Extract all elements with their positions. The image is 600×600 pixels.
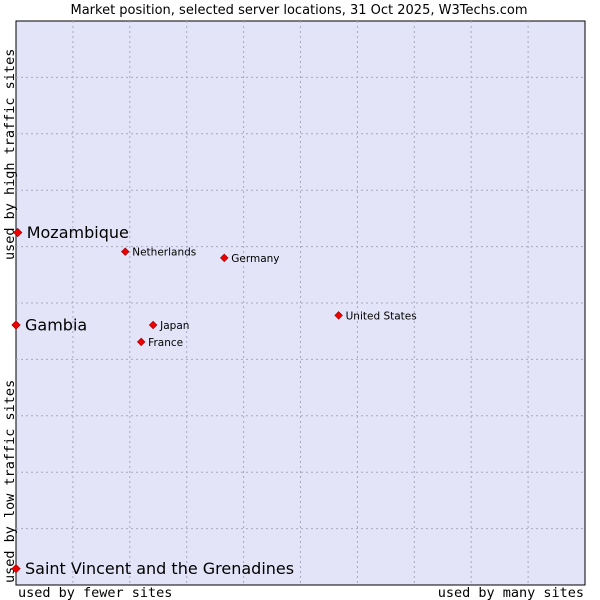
label-united-states: United States [346,310,417,322]
point-mozambique [13,227,23,238]
label-germany: Germany [231,253,279,265]
chart-title: Market position, selected server locatio… [70,3,527,18]
label-saint-vincent-and-the-grenadines: Saint Vincent and the Grenadines [25,559,294,578]
label-gambia: Gambia [25,315,87,334]
data-points: Mozambique Gambia Saint Vincent and the Gr… [11,223,417,578]
point-gambia [11,320,21,330]
y-axis-label-bottom: used by low traffic sites [2,380,18,583]
x-axis-label-right: used by many sites [438,585,584,600]
point-germany [220,253,229,263]
point-united-states [334,311,343,320]
x-axis-label-left: used by fewer sites [18,585,172,600]
label-japan: Japan [159,320,189,332]
label-france: France [148,337,183,349]
point-saint-vincent-and-the-grenadines [11,564,21,574]
label-mozambique: Mozambique [27,223,129,242]
point-netherlands [121,247,130,256]
point-france [136,337,146,347]
label-netherlands: Netherlands [132,247,196,259]
grid-lines [16,21,585,585]
point-japan [148,320,158,330]
y-axis-label-top: used by high traffic sites [2,49,18,260]
